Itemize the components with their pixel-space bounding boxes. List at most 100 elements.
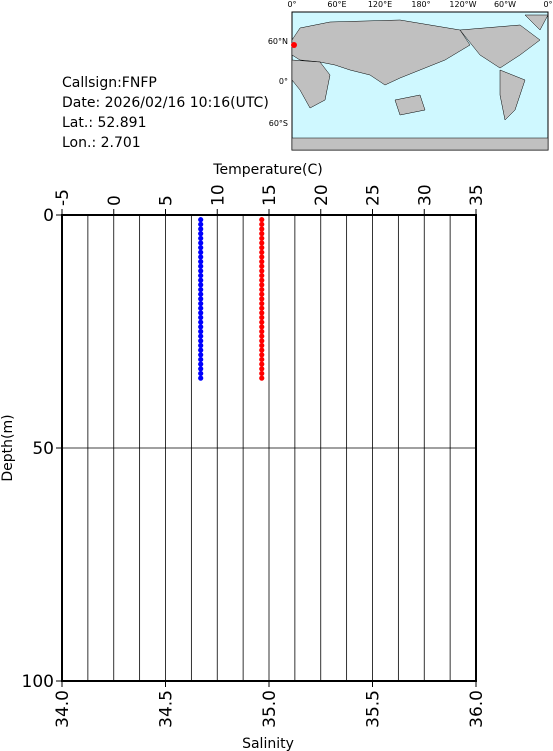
- profile-point: [198, 356, 204, 363]
- x2-tick-label: 36.0: [467, 690, 487, 728]
- profile-point: [198, 268, 204, 274]
- map-lon-label: 60°W: [494, 0, 516, 9]
- profile-point: [198, 282, 204, 288]
- x2-tick-label: 34.0: [53, 690, 73, 728]
- x-tick-label: 20: [312, 184, 332, 206]
- map-land: [291, 14, 549, 151]
- profile-point: [198, 286, 204, 293]
- x2-axis-title: Salinity: [242, 736, 294, 751]
- profile-point: [259, 235, 265, 241]
- profile-point: [259, 347, 265, 353]
- profile-point: [259, 249, 265, 255]
- profile-point: [198, 277, 204, 283]
- profile-point: [198, 370, 204, 377]
- profile-point: [198, 300, 204, 307]
- map: [291, 11, 549, 151]
- profile-point: [259, 328, 265, 335]
- map-labels: 0° 60°E 120°E 180° 120°W 60°W 0° 60°N 0° 60°S: [268, 0, 553, 128]
- x2-tick-label: 34.5: [157, 690, 177, 728]
- x2-tick-label: 35.0: [260, 690, 280, 728]
- profile-point: [259, 319, 265, 325]
- x-tick-label: 15: [260, 184, 280, 206]
- y-tick-label: 0: [43, 206, 54, 226]
- map-lon-label: 0°: [287, 0, 296, 9]
- profile-point: [198, 254, 204, 260]
- profile-point: [198, 305, 204, 311]
- profile-point: [198, 217, 204, 223]
- profile-point: [198, 375, 204, 381]
- profile-point: [259, 291, 265, 297]
- profile-point: [198, 221, 204, 227]
- profile-point: [198, 263, 204, 269]
- longitude: Lon.: 2.701: [62, 135, 141, 151]
- profile-point: [259, 221, 265, 227]
- y-axis-title: Depth(m): [0, 414, 16, 481]
- profile-point: [259, 314, 265, 321]
- station-marker: [291, 42, 297, 48]
- profile-point: [198, 249, 204, 255]
- y-tick-label: 100: [22, 672, 54, 692]
- profile-point: [259, 342, 265, 349]
- map-lon-label: 180°: [411, 0, 430, 9]
- profile-point: [198, 352, 204, 358]
- profile-point: [198, 328, 204, 335]
- profile-point: [259, 324, 265, 330]
- profile-point: [259, 361, 265, 367]
- profile-point: [259, 338, 265, 344]
- profile-point: [198, 342, 204, 349]
- profile-point: [259, 263, 265, 269]
- profile-point: [259, 268, 265, 274]
- date: Date: 2026/02/16 10:16(UTC): [62, 95, 269, 111]
- x-tick-label: 35: [467, 184, 487, 206]
- profile-point: [198, 245, 204, 251]
- profile-point: [259, 240, 265, 246]
- profile-point: [259, 305, 265, 311]
- profile-point: [259, 333, 265, 339]
- profile-point: [259, 286, 265, 293]
- profile-point: [259, 356, 265, 363]
- profile-point: [259, 231, 265, 237]
- profile-point: [259, 310, 265, 316]
- x-tick-label: 25: [364, 184, 384, 206]
- profile-point: [198, 272, 204, 279]
- profile-point: [198, 319, 204, 325]
- x-tick-label: 5: [157, 195, 177, 206]
- profile-point: [198, 231, 204, 237]
- profile-point: [259, 226, 265, 232]
- profile-point: [198, 235, 204, 241]
- profile-point: [198, 314, 204, 321]
- x2-tick-label: 35.5: [364, 690, 384, 728]
- profile-point: [198, 310, 204, 316]
- x-tick-label: 0: [105, 195, 125, 206]
- map-lat-label: 60°S: [269, 119, 288, 128]
- profile-point: [198, 259, 204, 265]
- map-lon-label: 60°E: [327, 0, 346, 9]
- x-tick-label: 10: [208, 184, 228, 206]
- profile-point: [198, 291, 204, 297]
- y-tick-label: 50: [32, 439, 54, 459]
- profile-point: [198, 324, 204, 330]
- profile-point: [198, 347, 204, 353]
- profile-point: [259, 352, 265, 358]
- map-lat-label: 0°: [279, 77, 288, 86]
- x-tick-label: 30: [415, 184, 435, 206]
- map-lon-label: 120°W: [449, 0, 476, 9]
- x-tick-label: -5: [53, 189, 73, 206]
- profile-point: [198, 240, 204, 246]
- profile-point: [259, 254, 265, 260]
- profile-point: [259, 370, 265, 377]
- profile-point: [259, 375, 265, 381]
- profile-point: [259, 272, 265, 279]
- profile-point: [198, 361, 204, 367]
- profile-point: [259, 296, 265, 302]
- profile-point: [259, 300, 265, 307]
- callsign: Callsign:FNFP: [62, 75, 157, 91]
- profile-point: [198, 296, 204, 302]
- profile-point: [259, 277, 265, 283]
- profile-point: [198, 366, 204, 372]
- map-lon-label: 0°: [543, 0, 552, 9]
- profile-point: [198, 333, 204, 339]
- profile-point: [259, 282, 265, 288]
